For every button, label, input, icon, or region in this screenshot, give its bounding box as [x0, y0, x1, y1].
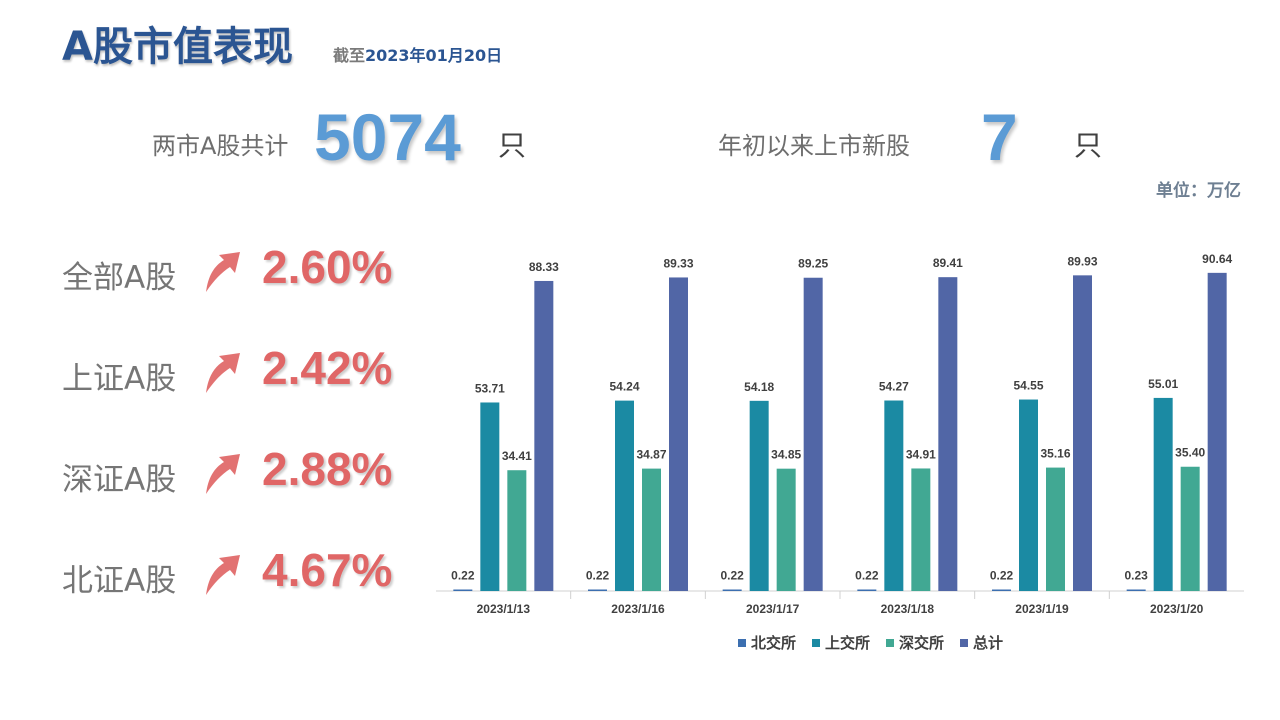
index-name: 深证A股	[62, 462, 177, 498]
x-tick-label: 2023/1/13	[477, 602, 531, 616]
legend-swatch	[738, 638, 746, 647]
legend-item: 北交所	[738, 632, 796, 653]
legend-label: 总计	[973, 634, 1004, 652]
legend-item: 深交所	[886, 632, 944, 653]
legend-swatch	[812, 638, 821, 647]
legend-label: 上交所	[825, 634, 871, 652]
index-change: 2.88%	[262, 443, 393, 495]
data-label: 0.22	[720, 569, 744, 583]
bar	[884, 400, 904, 591]
legend-item: 上交所	[812, 632, 870, 653]
bar	[453, 589, 473, 591]
bar	[588, 589, 607, 591]
data-label: 54.24	[609, 380, 639, 394]
date-prefix: 截至	[333, 46, 366, 65]
up-arrow-icon	[206, 555, 240, 595]
data-label: 88.33	[529, 260, 559, 274]
x-tick-label: 2023/1/16	[611, 602, 665, 616]
bar	[480, 402, 500, 591]
x-tick-label: 2023/1/20	[1150, 602, 1204, 616]
chart-legend: 北交所 上交所 深交所 总计	[738, 632, 1003, 653]
data-label: 0.22	[990, 569, 1014, 583]
data-label: 35.40	[1175, 446, 1205, 460]
data-label: 53.71	[475, 381, 505, 395]
bar	[857, 589, 877, 591]
unit-note: 单位：万亿	[1156, 181, 1241, 201]
data-label: 0.22	[855, 569, 879, 583]
bar	[1153, 397, 1173, 591]
total-stocks-unit: 只	[498, 129, 527, 162]
total-stocks-value: 5074	[314, 100, 461, 174]
bar	[1073, 275, 1092, 591]
bar	[722, 589, 742, 591]
data-label: 90.64	[1202, 252, 1232, 266]
data-label: 89.93	[1067, 254, 1097, 268]
index-change: 2.60%	[262, 241, 393, 293]
new-listings-value: 7	[981, 100, 1018, 174]
data-label: 54.18	[744, 380, 774, 394]
bar	[1019, 399, 1038, 591]
market-cap-bar-chart: 0.22 53.71 34.41 88.33 2023/1/13 0.22 54.24 34.…	[436, 252, 1244, 616]
index-change: 2.42%	[262, 342, 393, 394]
date-value: 2023年01月20日	[365, 46, 503, 65]
index-row-shanghai: 上证A股 2.42%	[62, 341, 432, 411]
index-row-beijing: 北证A股 4.67%	[62, 543, 432, 613]
index-row-shenzhen: 深证A股 2.88%	[62, 442, 432, 512]
data-label: 89.33	[663, 256, 693, 270]
data-label: 0.23	[1124, 569, 1148, 583]
bar	[776, 468, 796, 591]
data-label: 34.87	[636, 448, 666, 462]
data-label: 34.91	[906, 447, 936, 461]
x-tick-label: 2023/1/18	[881, 602, 935, 616]
bar	[992, 589, 1011, 591]
data-label: 35.16	[1040, 447, 1070, 461]
bar	[1180, 466, 1200, 591]
data-label: 89.25	[798, 257, 828, 271]
total-stocks-label: 两市A股共计	[152, 132, 289, 160]
legend-label: 深交所	[899, 634, 945, 652]
as-of-date: 截至2023年01月20日	[333, 42, 502, 66]
up-arrow-icon	[206, 252, 240, 292]
legend-item: 总计	[960, 632, 1003, 653]
bar	[669, 277, 688, 591]
index-row-all: 全部A股 2.60%	[62, 240, 432, 310]
data-label: 54.27	[879, 380, 909, 394]
index-name: 北证A股	[62, 563, 177, 599]
bar	[938, 277, 958, 591]
bar	[507, 470, 527, 591]
index-name: 全部A股	[62, 260, 177, 296]
bar	[1046, 467, 1065, 591]
legend-swatch	[886, 638, 895, 647]
x-tick-label: 2023/1/19	[1015, 602, 1069, 616]
bar	[1126, 589, 1146, 591]
data-label: 0.22	[586, 569, 610, 583]
page-title: A股市值表现	[62, 24, 293, 70]
bar	[1207, 272, 1227, 591]
bar	[642, 468, 661, 591]
bar	[749, 400, 769, 591]
new-listings-label: 年初以来上市新股	[718, 132, 910, 160]
bar	[534, 280, 554, 591]
new-listings-unit: 只	[1074, 129, 1103, 162]
data-label: 89.41	[933, 256, 963, 270]
data-label: 34.85	[771, 448, 801, 462]
data-label: 34.41	[502, 449, 532, 463]
bar	[803, 277, 823, 591]
bar	[911, 468, 931, 591]
legend-swatch	[960, 638, 969, 647]
up-arrow-icon	[206, 454, 240, 494]
index-change: 4.67%	[262, 544, 393, 596]
bar	[615, 400, 634, 591]
up-arrow-icon	[206, 353, 240, 393]
data-label: 54.55	[1013, 379, 1043, 393]
legend-label: 北交所	[751, 634, 797, 652]
data-label: 55.01	[1148, 377, 1178, 391]
index-name: 上证A股	[62, 361, 177, 397]
data-label: 0.22	[451, 569, 475, 583]
x-tick-label: 2023/1/17	[746, 602, 800, 616]
